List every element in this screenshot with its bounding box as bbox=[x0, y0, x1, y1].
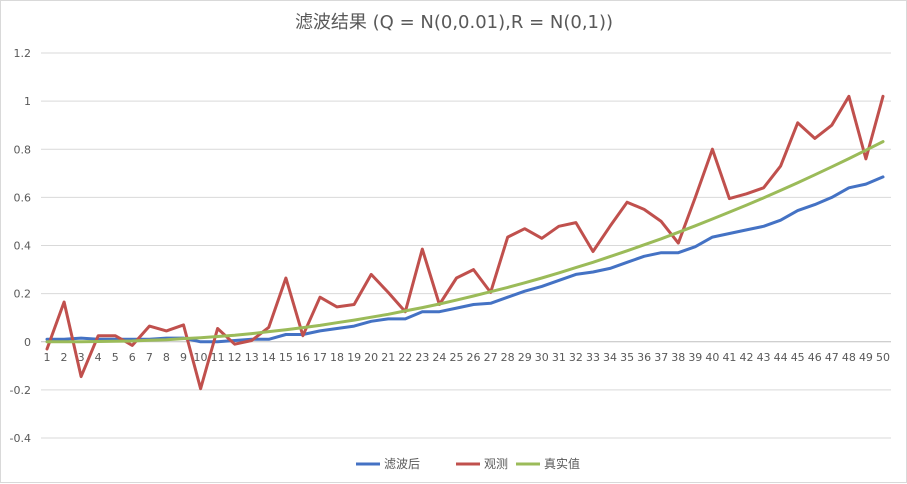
x-tick-label: 39 bbox=[688, 351, 702, 364]
x-tick-label: 1 bbox=[44, 351, 51, 364]
x-tick-label: 24 bbox=[432, 351, 446, 364]
series-line-2 bbox=[45, 94, 885, 391]
x-tick-label: 18 bbox=[330, 351, 344, 364]
series-line-3 bbox=[45, 140, 885, 344]
x-tick-label: 44 bbox=[774, 351, 788, 364]
x-tick-label: 21 bbox=[381, 351, 395, 364]
x-tick-label: 27 bbox=[484, 351, 498, 364]
x-tick-label: 20 bbox=[364, 351, 378, 364]
x-tick-label: 43 bbox=[757, 351, 771, 364]
y-tick-label: 0.4 bbox=[14, 240, 32, 253]
x-tick-label: 45 bbox=[791, 351, 805, 364]
y-axis-ticks: -0.4 -0.2 0 0.2 0.4 0.6 0.8 1 1.2 bbox=[10, 47, 31, 445]
x-tick-label: 50 bbox=[876, 351, 890, 364]
x-tick-label: 14 bbox=[262, 351, 276, 364]
x-tick-label: 6 bbox=[129, 351, 136, 364]
y-tick-label: 0.8 bbox=[14, 143, 32, 156]
x-tick-label: 22 bbox=[398, 351, 412, 364]
x-tick-label: 33 bbox=[586, 351, 600, 364]
x-tick-label: 28 bbox=[501, 351, 515, 364]
x-tick-label: 49 bbox=[859, 351, 873, 364]
y-tick-label: 0.2 bbox=[14, 288, 32, 301]
x-tick-label: 37 bbox=[654, 351, 668, 364]
x-tick-label: 48 bbox=[842, 351, 856, 364]
y-tick-label: 0.6 bbox=[14, 191, 32, 204]
x-tick-label: 42 bbox=[740, 351, 754, 364]
x-tick-label: 36 bbox=[637, 351, 651, 364]
y-tick-label: 1.2 bbox=[14, 47, 32, 60]
legend-item: 真实值 bbox=[516, 456, 580, 471]
x-tick-label: 47 bbox=[825, 351, 839, 364]
y-tick-label: -0.4 bbox=[10, 432, 31, 445]
legend-item: 滤波后 bbox=[356, 457, 420, 471]
x-tick-label: 5 bbox=[112, 351, 119, 364]
x-tick-label: 3 bbox=[78, 351, 85, 364]
x-tick-label: 4 bbox=[95, 351, 102, 364]
legend-label: 滤波后 bbox=[384, 457, 420, 471]
legend-label: 观测 bbox=[484, 457, 508, 471]
x-tick-label: 17 bbox=[313, 351, 327, 364]
x-tick-label: 25 bbox=[449, 351, 463, 364]
gridlines bbox=[41, 52, 891, 439]
x-tick-label: 16 bbox=[296, 351, 310, 364]
y-tick-label: -0.2 bbox=[10, 384, 31, 397]
legend-label: 真实值 bbox=[544, 456, 580, 471]
x-tick-label: 46 bbox=[808, 351, 822, 364]
x-tick-label: 35 bbox=[620, 351, 634, 364]
x-tick-label: 9 bbox=[180, 351, 187, 364]
y-tick-label: 1 bbox=[24, 95, 31, 108]
x-tick-label: 38 bbox=[671, 351, 685, 364]
legend-item: 观测 bbox=[456, 457, 508, 471]
x-tick-label: 29 bbox=[518, 351, 532, 364]
x-tick-label: 30 bbox=[535, 351, 549, 364]
x-tick-label: 26 bbox=[467, 351, 481, 364]
x-tick-label: 31 bbox=[552, 351, 566, 364]
x-tick-label: 7 bbox=[146, 351, 153, 364]
x-tick-label: 15 bbox=[279, 351, 293, 364]
y-tick-label: 0 bbox=[24, 336, 31, 349]
x-tick-label: 13 bbox=[245, 351, 259, 364]
x-axis-ticks: 1 2 3 4 5 6 7 8 9 10 11 12 13 14 15 16 17 18 19 20 21 22 23 24 2… bbox=[44, 351, 891, 364]
x-tick-label: 12 bbox=[228, 351, 242, 364]
x-tick-label: 41 bbox=[722, 351, 736, 364]
x-tick-label: 8 bbox=[163, 351, 170, 364]
chart-title: 滤波结果 (Q = N(0,0.01),R = N(0,1)) bbox=[295, 12, 613, 33]
x-tick-label: 11 bbox=[211, 351, 225, 364]
x-tick-label: 32 bbox=[569, 351, 583, 364]
series-lines bbox=[45, 94, 885, 391]
x-tick-label: 34 bbox=[603, 351, 617, 364]
x-tick-label: 23 bbox=[415, 351, 429, 364]
x-tick-label: 2 bbox=[61, 351, 68, 364]
x-tick-label: 19 bbox=[347, 351, 361, 364]
x-tick-label: 40 bbox=[705, 351, 719, 364]
x-tick-label: 10 bbox=[194, 351, 208, 364]
legend: 滤波后 观测 真实值 bbox=[356, 456, 580, 471]
